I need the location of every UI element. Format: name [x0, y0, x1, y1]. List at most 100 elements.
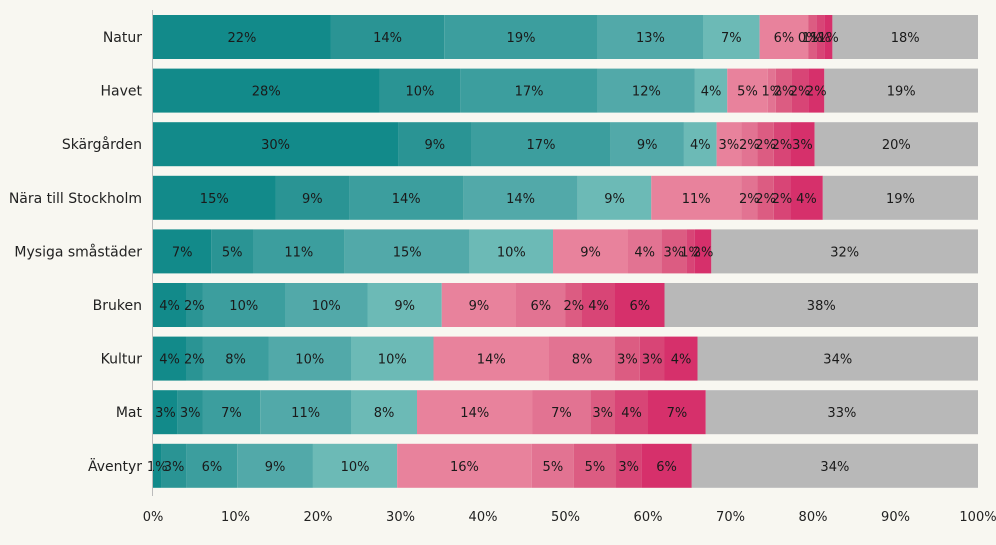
bar-segment — [727, 68, 768, 113]
data-label: 2% — [772, 192, 793, 207]
bar-segment — [651, 175, 742, 220]
bar-segment — [469, 229, 553, 274]
bar-segment — [661, 229, 687, 274]
bar-segment — [822, 175, 978, 220]
x-tick-label: 70% — [716, 510, 745, 525]
category-label: Äventyr — [88, 457, 142, 475]
bar-segment — [186, 283, 203, 327]
data-label: 15% — [393, 245, 422, 260]
data-label: 11% — [291, 406, 320, 421]
data-label: 9% — [265, 460, 286, 475]
data-label: 14% — [373, 31, 402, 46]
data-label: 3% — [164, 460, 185, 475]
data-label: 30% — [261, 138, 290, 153]
data-label: 3% — [719, 138, 740, 153]
bar-segment — [573, 443, 617, 488]
data-label: 19% — [887, 85, 916, 100]
bar-segment — [565, 283, 582, 327]
bar-segment — [694, 68, 728, 113]
data-label: 34% — [823, 353, 852, 368]
bar-segment — [153, 175, 276, 220]
data-label: 7% — [172, 245, 193, 260]
data-label: 2% — [790, 85, 811, 100]
data-label: 2% — [774, 85, 795, 100]
category-label: Skärgården — [62, 136, 142, 153]
data-label: 3% — [155, 406, 176, 421]
x-tick-label: 40% — [469, 510, 498, 525]
x-tick-label: 100% — [959, 510, 996, 525]
data-label: 7% — [221, 406, 242, 421]
data-label: 9% — [302, 192, 323, 207]
data-label: 6% — [774, 31, 795, 46]
data-label: 10% — [405, 85, 434, 100]
x-tick-label: 10% — [221, 510, 250, 525]
data-label: 2% — [739, 192, 760, 207]
data-label: 6% — [629, 299, 650, 314]
data-label: 38% — [807, 299, 836, 314]
data-label: 3% — [642, 353, 663, 368]
data-label: 2% — [806, 85, 827, 100]
bar-segment — [628, 229, 662, 274]
bar-segment — [153, 443, 162, 488]
data-label: 4% — [671, 353, 692, 368]
bar-segment — [549, 336, 615, 381]
data-label: 2% — [772, 138, 793, 153]
data-label: 1% — [810, 31, 831, 46]
data-label: 33% — [827, 406, 856, 421]
bar-segment — [759, 15, 809, 59]
bar-segment — [683, 122, 717, 167]
bar-segment — [610, 122, 684, 167]
category-label: Nära till Stockholm — [9, 191, 142, 207]
x-tick-label: 50% — [551, 510, 580, 525]
data-label: 17% — [515, 85, 544, 100]
bar-segment — [433, 336, 549, 381]
bar-segment — [705, 390, 978, 435]
bar-segment — [691, 443, 978, 488]
data-label: 19% — [507, 31, 536, 46]
data-label: 7% — [667, 406, 688, 421]
bar-segment — [398, 122, 472, 167]
x-tick-label: 90% — [881, 510, 910, 525]
x-tick-label: 30% — [386, 510, 415, 525]
bar-segment — [285, 283, 368, 327]
data-label: 5% — [543, 460, 564, 475]
data-label: 4% — [621, 406, 642, 421]
bar-segment — [824, 68, 978, 113]
bar-segment — [711, 229, 978, 274]
bar-segment — [703, 15, 760, 59]
data-label: 13% — [636, 31, 665, 46]
bar-segment — [330, 15, 445, 59]
category-label: Natur — [103, 30, 142, 46]
bar-segment — [471, 122, 611, 167]
data-label: 4% — [796, 192, 817, 207]
bar-segment — [641, 443, 692, 488]
data-label: 10% — [378, 353, 407, 368]
data-label: 10% — [229, 299, 258, 314]
axis-layer: Natur Havet Skärgården Nära till Stockholm M… — [9, 10, 996, 525]
data-label: 17% — [527, 138, 556, 153]
data-label: 10% — [295, 353, 324, 368]
bar-segment — [615, 390, 648, 435]
data-label: 28% — [252, 85, 281, 100]
data-label: 3% — [792, 138, 813, 153]
data-label: 9% — [604, 192, 625, 207]
bar-segment — [808, 15, 817, 59]
bar-segment — [153, 336, 186, 381]
data-label: 12% — [632, 85, 661, 100]
data-label: 9% — [580, 245, 601, 260]
bar-segment — [268, 336, 351, 381]
data-label: 5% — [737, 85, 758, 100]
bar-segment — [664, 283, 978, 327]
bar-segment — [582, 283, 615, 327]
bar-segment — [767, 68, 776, 113]
bar-segment — [832, 15, 978, 59]
bar-segment — [775, 68, 792, 113]
bar-segment — [202, 390, 261, 435]
data-label: 6% — [202, 460, 223, 475]
bar-segment — [153, 229, 212, 274]
bar-segment — [516, 283, 566, 327]
bar-segment — [417, 390, 533, 435]
data-label: 4% — [701, 85, 722, 100]
